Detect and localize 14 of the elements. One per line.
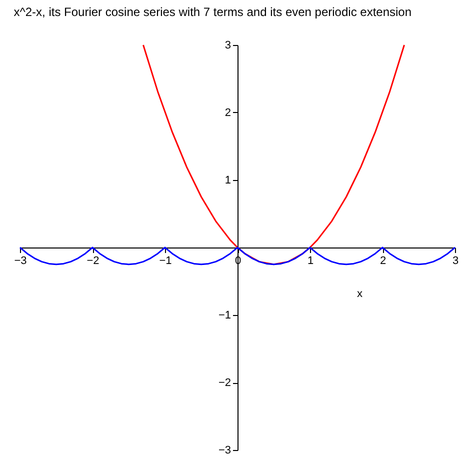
x-tick-label: 1 [307,255,314,267]
x-tick-label: −3 [14,255,27,267]
x-tick-label: −2 [86,255,100,267]
x-axis-title: x [357,288,364,300]
chart-title: x^2-x, its Fourier cosine series with 7 terms and its even periodic extension [14,5,412,19]
y-tick-label: 2 [224,107,231,119]
x-tick-label: 3 [452,255,459,267]
x-tick-label: −1 [159,255,172,267]
y-tick-label: 1 [224,174,231,186]
y-tick-label: −3 [218,444,231,456]
y-tick-label: −2 [218,377,231,389]
y-tick-label: 3 [224,40,231,52]
y-tick-label: −1 [218,310,231,322]
x-tick-label: 2 [380,255,386,267]
